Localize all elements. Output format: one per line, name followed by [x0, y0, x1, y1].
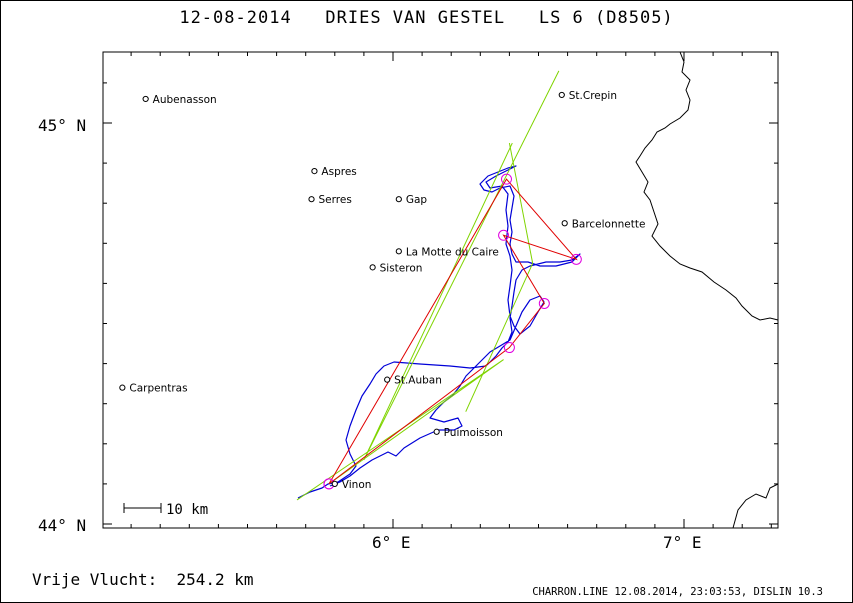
town-layer: Aubenasson St.Crepin Aspres Serres Gap Barcel…	[119, 90, 646, 491]
turnpoint-circle	[498, 229, 510, 241]
sector-layer	[296, 70, 560, 501]
town-marker	[395, 196, 402, 203]
town-marker	[119, 384, 126, 391]
footer-credit: CHARRON.LINE 12.08.2014, 23:03:53, DISLI…	[532, 586, 823, 598]
town-label: Vinon	[342, 479, 372, 491]
task-line	[328, 178, 578, 485]
map-title: 12-08-2014 DRIES VAN GESTEL LS 6 (D8505)	[179, 8, 674, 28]
lat-label-45: 45° N	[38, 116, 86, 135]
town-label: Aspres	[321, 166, 356, 178]
coastline	[732, 483, 779, 529]
axis-ticks	[103, 52, 778, 528]
town-marker	[395, 248, 402, 255]
town-label: Carpentras	[129, 383, 187, 395]
lon-label-7: 7° E	[663, 533, 702, 552]
town-marker	[142, 95, 149, 103]
town-label: Gap	[406, 194, 428, 206]
turnpoint-circle	[570, 253, 582, 265]
flight-track	[297, 165, 581, 499]
free-flight-distance: Vrije Vlucht: 254.2 km	[32, 570, 254, 589]
scale-bar: 10 km	[123, 502, 208, 518]
town-marker	[331, 480, 338, 487]
town-marker	[308, 196, 315, 203]
town-label: Barcelonnette	[572, 218, 646, 230]
town-label: La Motte du Caire	[406, 246, 499, 258]
town-label: Aubenasson	[153, 94, 217, 106]
town-label: St.Crepin	[569, 90, 617, 102]
town-label: Sisteron	[380, 262, 423, 274]
turnpoint-circle	[538, 297, 550, 309]
turnpoint-circle	[503, 342, 515, 354]
plot-frame	[102, 51, 779, 529]
town-marker	[311, 168, 318, 175]
turnpoint-circle	[500, 173, 512, 185]
country-border	[635, 51, 779, 321]
town-label: Serres	[319, 194, 352, 206]
task-layer	[328, 178, 578, 485]
lon-label-6: 6° E	[372, 533, 411, 552]
turnpoint-layer	[323, 173, 582, 490]
town-marker	[369, 264, 376, 271]
observation-sector	[465, 142, 534, 412]
town-marker	[384, 376, 391, 383]
lat-label-44: 44° N	[38, 516, 86, 535]
town-marker	[433, 428, 440, 435]
town-marker	[558, 91, 565, 99]
town-marker	[561, 220, 568, 227]
town-label: Puimoisson	[444, 427, 503, 439]
scale-bar-label: 10 km	[166, 502, 208, 518]
observation-sector	[296, 359, 504, 501]
town-label: St.Auban	[394, 375, 442, 387]
